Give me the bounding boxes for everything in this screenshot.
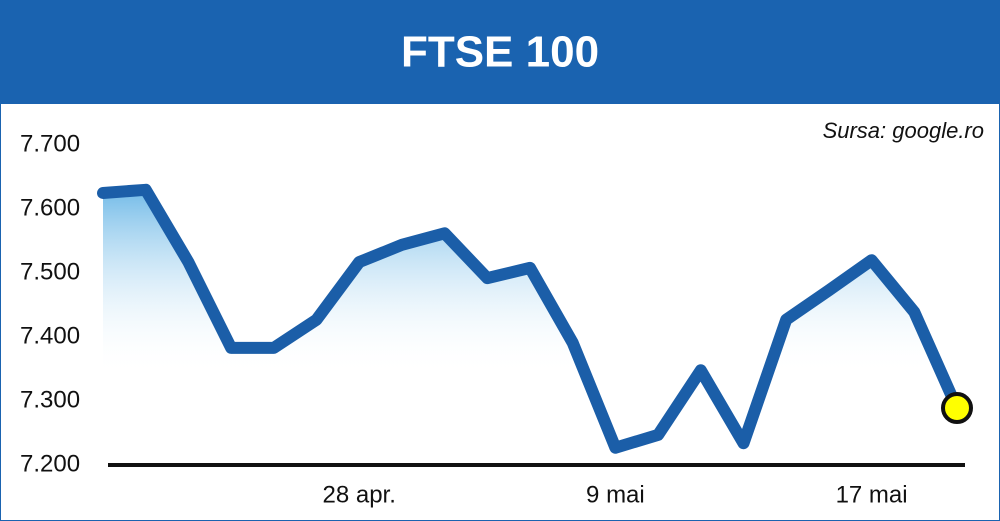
area bbox=[103, 189, 957, 466]
y-tick-label: 7.600 bbox=[20, 194, 80, 221]
x-tick-label: 28 apr. bbox=[322, 481, 395, 508]
y-tick-label: 7.700 bbox=[20, 130, 80, 157]
end-marker bbox=[941, 392, 973, 425]
source-note: Sursa: google.ro bbox=[823, 118, 984, 143]
x-tick-label: 9 mai bbox=[586, 481, 645, 508]
y-tick-label: 7.200 bbox=[20, 450, 80, 477]
y-tick-label: 7.500 bbox=[20, 258, 80, 285]
title-banner bbox=[0, 0, 1000, 104]
y-tick-label: 7.300 bbox=[20, 386, 80, 413]
x-tick-label: 17 mai bbox=[836, 481, 908, 508]
y-tick-label: 7.400 bbox=[20, 322, 80, 349]
chart-title: FTSE 100 bbox=[401, 28, 599, 77]
line bbox=[97, 183, 963, 454]
